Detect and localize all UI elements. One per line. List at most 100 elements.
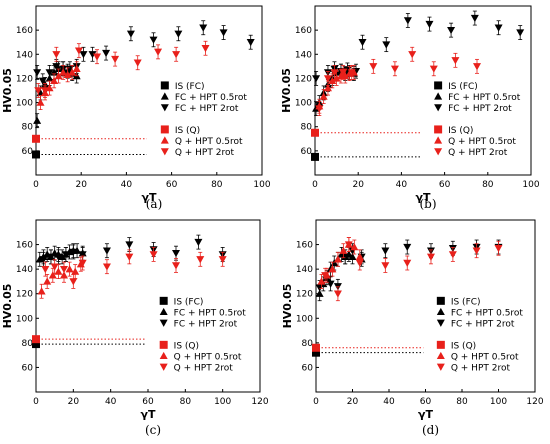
y-axis-label: HV0.05 [1, 68, 14, 113]
data-point [350, 243, 359, 251]
legend-marker [160, 104, 169, 112]
data-point [46, 253, 55, 261]
data-point [172, 262, 180, 270]
data-point [451, 57, 460, 65]
y-tick-label: 120 [295, 74, 312, 84]
chart-panel-2: 0 20 40 60 80 100 60 80 100 120 140 160 γT HV0.05 IS (… [280, 5, 540, 211]
data-point [403, 259, 412, 267]
data-point [88, 51, 97, 59]
data-point [403, 17, 412, 25]
y-axis-label: HV0.05 [1, 284, 14, 329]
data-point [125, 241, 134, 249]
data-point [448, 251, 457, 259]
plot-frame [314, 5, 532, 176]
x-tick-label: 100 [522, 180, 539, 190]
data-point [344, 241, 353, 249]
data-point [61, 251, 70, 259]
plot-frame [35, 5, 263, 176]
data-point [425, 20, 434, 29]
x-tick-label: 80 [180, 397, 192, 407]
legend-marker [160, 125, 169, 134]
x-axis-label: γT [142, 191, 157, 204]
x-axis-label: γT [416, 191, 431, 204]
data-point [470, 14, 479, 23]
chart-panel-1: 0 20 40 60 80 100 60 80 100 120 140 160 γT HV0.05 IS (… [1, 5, 271, 211]
x-tick-label: 0 [313, 397, 319, 407]
x-tick-label: 0 [33, 397, 39, 407]
data-point [41, 87, 50, 95]
x-tick-label: 0 [33, 180, 39, 190]
x-tick-label: 120 [526, 397, 543, 407]
x-tick-label: 100 [253, 180, 270, 190]
data-point [473, 63, 481, 71]
data-point [154, 48, 163, 56]
data-point [328, 76, 337, 85]
data-point [111, 55, 120, 64]
x-tick-label: 40 [383, 397, 395, 407]
legend-entry: Q + HPT 0.5rot [451, 352, 519, 362]
legend-marker [159, 363, 168, 371]
x-tick-label: 40 [396, 180, 408, 190]
y-tick-label: 80 [302, 339, 314, 349]
legend-entry: IS (Q) [174, 341, 199, 351]
y-tick-label: 100 [16, 99, 33, 109]
data-point [69, 278, 78, 286]
legend-marker [159, 319, 168, 327]
data-point [333, 290, 342, 298]
data-point [339, 246, 348, 254]
data-point [41, 265, 50, 274]
x-tick-label: 20 [347, 397, 359, 407]
legend-entry: FC + HPT 2rot [175, 104, 239, 114]
data-point [126, 30, 135, 38]
data-point [408, 51, 417, 59]
data-point [45, 69, 54, 77]
data-point [494, 24, 503, 32]
y-tick-label: 160 [296, 241, 313, 251]
legend-entry: IS (FC) [174, 297, 204, 307]
legend-marker [436, 307, 445, 316]
legend-marker [434, 104, 443, 112]
legend-entry: FC + HPT 0.5rot [451, 308, 524, 318]
legend-entry: Q + HPT 2rot [174, 363, 234, 373]
y-tick-label: 80 [22, 123, 34, 133]
legend-entry: IS (FC) [451, 297, 481, 307]
data-point [323, 75, 332, 83]
data-point [71, 267, 80, 275]
data-point [201, 45, 210, 53]
data-point [472, 247, 481, 255]
data-point [311, 152, 319, 161]
data-point [78, 251, 87, 259]
data-point [54, 72, 63, 80]
data-point [60, 265, 68, 274]
data-point [35, 255, 44, 263]
legend-entry: Q + HPT 2rot [451, 363, 511, 373]
series-6 [41, 246, 227, 289]
series-4 [32, 335, 40, 344]
data-point [347, 69, 356, 77]
legend-entry: IS (FC) [448, 82, 478, 92]
legend-entry: Q + HPT 0.5rot [448, 137, 516, 147]
x-tick-label: 80 [456, 397, 468, 407]
y-tick-label: 60 [301, 147, 313, 157]
panel-label: (b) [419, 197, 436, 211]
data-point [355, 259, 364, 267]
series-4 [32, 134, 40, 143]
legend-entry: FC + HPT 0.5rot [174, 308, 247, 318]
data-point [50, 76, 59, 85]
legend-marker [436, 296, 445, 305]
data-point [37, 287, 46, 295]
legend-marker [436, 340, 445, 349]
legend-entry: Q + HPT 2rot [448, 148, 508, 158]
data-point [54, 253, 63, 261]
x-tick-label: 20 [68, 397, 80, 407]
panel-label: (c) [145, 423, 161, 437]
data-point [390, 65, 399, 73]
series-1 [32, 150, 40, 159]
legend-marker [160, 136, 169, 144]
legend-marker [160, 148, 169, 156]
legend-entry: Q + HPT 0.5rot [174, 352, 242, 362]
data-point [63, 70, 72, 79]
y-tick-label: 60 [22, 147, 34, 157]
